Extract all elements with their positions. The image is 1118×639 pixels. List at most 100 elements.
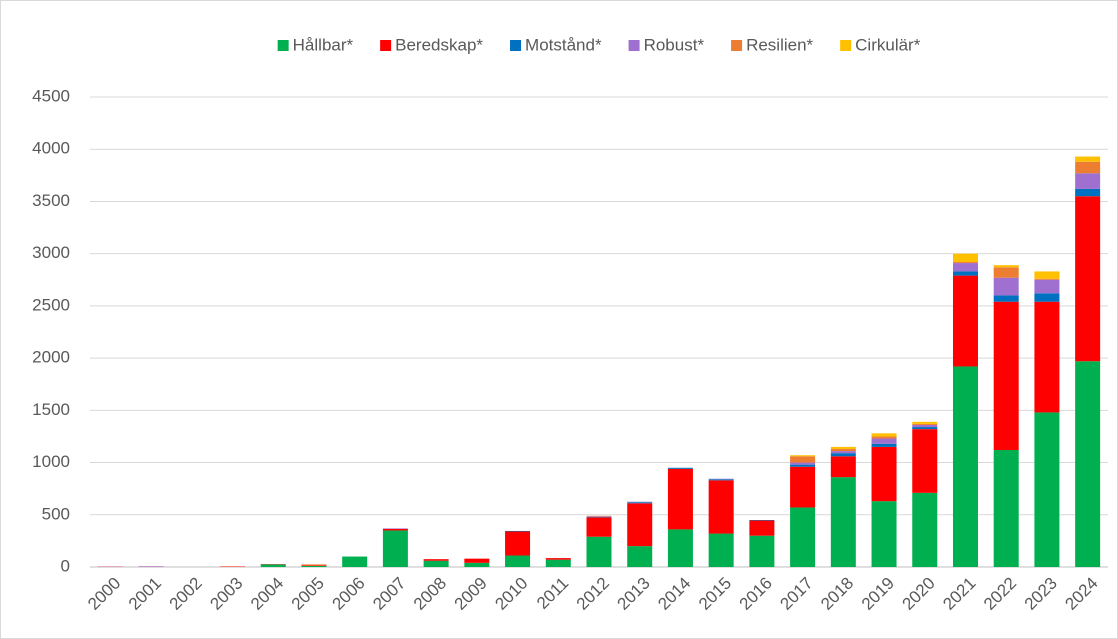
- y-tick-label: 4500: [32, 86, 70, 105]
- bar-segment: [871, 446, 897, 502]
- bar-segment: [1075, 173, 1101, 189]
- legend-swatch: [840, 40, 852, 51]
- bar-segment: [301, 564, 327, 566]
- bar-segment: [545, 559, 571, 567]
- bar-segment: [912, 429, 938, 493]
- bar-segment: [464, 558, 490, 563]
- bar-segment: [830, 456, 856, 478]
- bar-segment: [790, 464, 816, 467]
- bar-segment: [627, 502, 653, 504]
- bar-segment: [993, 295, 1019, 302]
- bar-segment: [749, 535, 775, 567]
- bar-segment: [790, 455, 816, 457]
- bar-segment: [627, 501, 653, 503]
- bar-segment: [952, 263, 978, 272]
- legend-swatch: [277, 40, 289, 51]
- bar-segment: [1075, 196, 1101, 362]
- bar-segment: [382, 528, 408, 529]
- bar-segment: [912, 424, 938, 428]
- bar-segment: [790, 507, 816, 567]
- bar-segment: [382, 530, 408, 567]
- legend-label: Hållbar*: [293, 35, 354, 54]
- bar-segment: [952, 262, 978, 264]
- bar-segment: [749, 520, 775, 536]
- y-tick-label: 2500: [32, 295, 70, 314]
- bar-segment: [1034, 293, 1060, 302]
- bar-segment: [871, 433, 897, 437]
- bar-segment: [708, 480, 734, 534]
- bar-segment: [790, 462, 816, 465]
- bar-segment: [830, 448, 856, 452]
- bar-segment: [586, 517, 612, 537]
- y-tick-label: 4000: [32, 139, 70, 158]
- bar-segment: [301, 565, 327, 567]
- bar-segment: [667, 468, 693, 530]
- bar-segment: [505, 531, 531, 556]
- bar-segment: [586, 515, 612, 517]
- bar-segment: [993, 267, 1019, 278]
- bar-segment: [952, 253, 978, 263]
- y-tick-label: 1500: [32, 400, 70, 419]
- bar-segment: [912, 421, 938, 424]
- bar-segment: [1034, 412, 1060, 567]
- bar-segment: [301, 565, 327, 566]
- bar-segment: [830, 477, 856, 567]
- bar-segment: [667, 529, 693, 567]
- y-tick-label: 500: [42, 504, 70, 523]
- bar-segment: [830, 446, 856, 449]
- bar-segment: [342, 556, 368, 567]
- bar-segment: [586, 516, 612, 518]
- bar-segment: [952, 366, 978, 567]
- y-tick-label: 3000: [32, 243, 70, 262]
- bar-segment: [586, 536, 612, 567]
- bar-segment: [912, 423, 938, 425]
- legend-swatch: [628, 40, 640, 51]
- legend-swatch: [731, 40, 743, 51]
- bar-segment: [505, 555, 531, 567]
- bar-segment: [790, 466, 816, 508]
- y-tick-label: 3500: [32, 191, 70, 210]
- bar-segment: [1034, 279, 1060, 294]
- legend-label: Beredskap*: [395, 35, 483, 54]
- bar-segment: [952, 275, 978, 367]
- bar-segment: [1075, 361, 1101, 567]
- bar-segment: [1034, 271, 1060, 279]
- y-tick-label: 2000: [32, 348, 70, 367]
- legend-swatch: [510, 40, 522, 51]
- bar-segment: [993, 301, 1019, 451]
- bar-segment: [138, 566, 164, 567]
- bar-segment: [708, 478, 734, 480]
- bar-segment: [993, 277, 1019, 296]
- bar-segment: [382, 528, 408, 531]
- bar-segment: [1034, 278, 1060, 280]
- bar-segment: [830, 451, 856, 454]
- bar-segment: [912, 492, 938, 567]
- bar-segment: [871, 438, 897, 444]
- bar-segment: [871, 436, 897, 439]
- bar-segment: [708, 533, 734, 567]
- legend-label: Cirkulär*: [855, 35, 921, 54]
- bar-segment: [871, 501, 897, 567]
- legend-label: Resilien*: [746, 35, 813, 54]
- bar-segment: [627, 503, 653, 547]
- bar-segment: [993, 265, 1019, 268]
- bar-segment: [545, 558, 571, 560]
- bar-segment: [667, 467, 693, 469]
- bar-segment: [1075, 156, 1101, 162]
- bar-segment: [952, 271, 978, 276]
- bar-segment: [260, 564, 286, 567]
- legend-swatch: [380, 40, 392, 51]
- bar-segment: [790, 456, 816, 463]
- bar-segment: [464, 562, 490, 567]
- bar-segment: [1075, 188, 1101, 197]
- bar-segment: [505, 530, 531, 532]
- bar-segment: [871, 443, 897, 447]
- bar-segment: [423, 560, 449, 567]
- legend-label: Motstånd*: [525, 35, 602, 54]
- bar-segment: [912, 427, 938, 430]
- bar-segment: [423, 559, 449, 561]
- y-tick-label: 1000: [32, 452, 70, 471]
- bar-segment: [1075, 161, 1101, 174]
